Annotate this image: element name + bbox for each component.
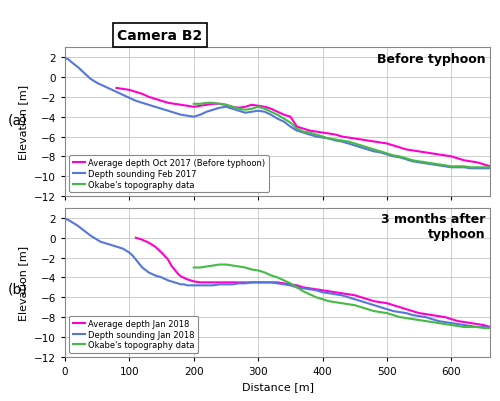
Text: Camera B2: Camera B2 bbox=[118, 29, 202, 43]
Legend: Average depth Oct 2017 (Before typhoon), Depth sounding Feb 2017, Okabe's topogr: Average depth Oct 2017 (Before typhoon),… bbox=[69, 156, 269, 192]
Text: (b): (b) bbox=[8, 282, 27, 296]
X-axis label: Distance [m]: Distance [m] bbox=[242, 381, 314, 391]
Text: Before typhoon: Before typhoon bbox=[377, 53, 486, 65]
Y-axis label: Elevation [m]: Elevation [m] bbox=[18, 85, 28, 160]
Text: (a): (a) bbox=[8, 113, 27, 127]
Y-axis label: Elevation [m]: Elevation [m] bbox=[18, 245, 28, 320]
Text: 3 months after
typhoon: 3 months after typhoon bbox=[382, 213, 486, 241]
Legend: Average depth Jan 2018, Depth sounding Jan 2018, Okabe's topography data: Average depth Jan 2018, Depth sounding J… bbox=[69, 316, 198, 353]
